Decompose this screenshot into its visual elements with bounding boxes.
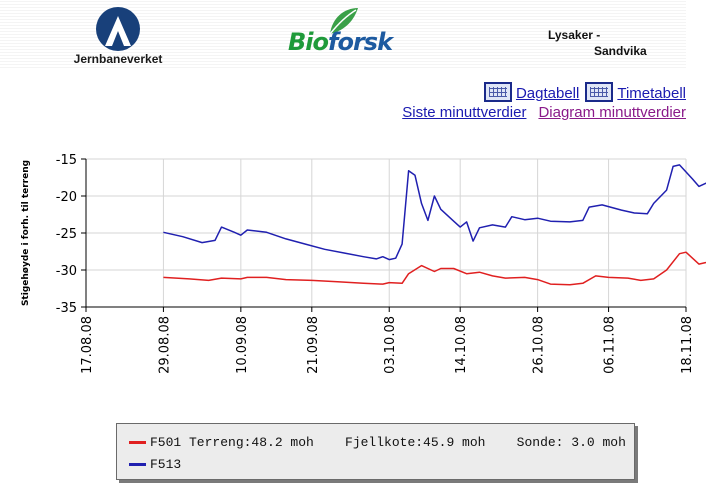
x-tick-label: 21.09.08: [306, 316, 321, 374]
bioforsk-logo-part2: forsk: [328, 28, 393, 56]
x-tick-label: 10.09.08: [235, 316, 250, 374]
jernbaneverket-logo-text: Jernbaneverket: [73, 52, 163, 66]
legend-label-f501: F501 Terreng:48.2 moh Fjellkote:45.9 moh…: [150, 434, 626, 450]
leaf-icon: [329, 8, 358, 35]
y-tick-label: -30: [56, 264, 77, 279]
diagram-minuttverdier-link[interactable]: Diagram minuttverdier: [538, 104, 686, 121]
minute-links: Siste minuttverdier Diagram minuttverdie…: [402, 104, 686, 121]
y-tick-label: -20: [56, 190, 77, 205]
legend-swatch-f513: [129, 462, 146, 466]
x-tick-label: 06.11.08: [603, 316, 618, 374]
timetabell-link[interactable]: Timetabell: [617, 85, 686, 102]
table-icon[interactable]: [483, 82, 512, 102]
siste-minuttverdier-link[interactable]: Siste minuttverdier: [402, 104, 527, 121]
y-axis-label: Stigehøyde i forh. til terreng: [21, 160, 31, 306]
bioforsk-logo: Bioforsk: [288, 4, 400, 62]
legend-item-f513: F513: [129, 455, 181, 473]
y-tick-label: -35: [56, 301, 77, 316]
station-title-line2: Sandvika: [594, 44, 647, 58]
jernbaneverket-emblem-icon: [96, 7, 140, 51]
x-tick-label: 03.10.08: [383, 316, 398, 374]
dagtabell-link[interactable]: Dagtabell: [515, 85, 580, 102]
legend-swatch-f501: [129, 440, 146, 444]
table-links: Dagtabell Timetabell: [483, 72, 686, 102]
station-title: Lysaker - Sandvika: [548, 27, 658, 59]
series-line-f501: [163, 251, 706, 286]
y-tick-label: -25: [56, 227, 77, 242]
x-tick-label: 17.08.08: [80, 316, 95, 374]
x-tick-label: 14.10.08: [454, 316, 469, 374]
legend: F501 Terreng:48.2 moh Fjellkote:45.9 moh…: [116, 423, 635, 480]
jernbaneverket-logo: Jernbaneverket: [62, 4, 182, 66]
legend-label-f513: F513: [150, 456, 182, 472]
station-title-line1: Lysaker -: [548, 28, 601, 42]
legend-item-f501: F501 Terreng:48.2 moh Fjellkote:45.9 moh…: [129, 433, 626, 451]
table-icon[interactable]: [585, 82, 614, 102]
x-tick-label: 29.08.08: [157, 316, 172, 374]
y-tick-label: -15: [56, 153, 77, 168]
x-tick-label: 18.11.08: [680, 316, 695, 374]
bioforsk-logo-text: Bioforsk: [288, 28, 393, 56]
x-tick-label: 26.10.08: [532, 316, 547, 374]
bioforsk-logo-part1: Bio: [288, 28, 329, 56]
series-line-f513: [163, 164, 706, 261]
